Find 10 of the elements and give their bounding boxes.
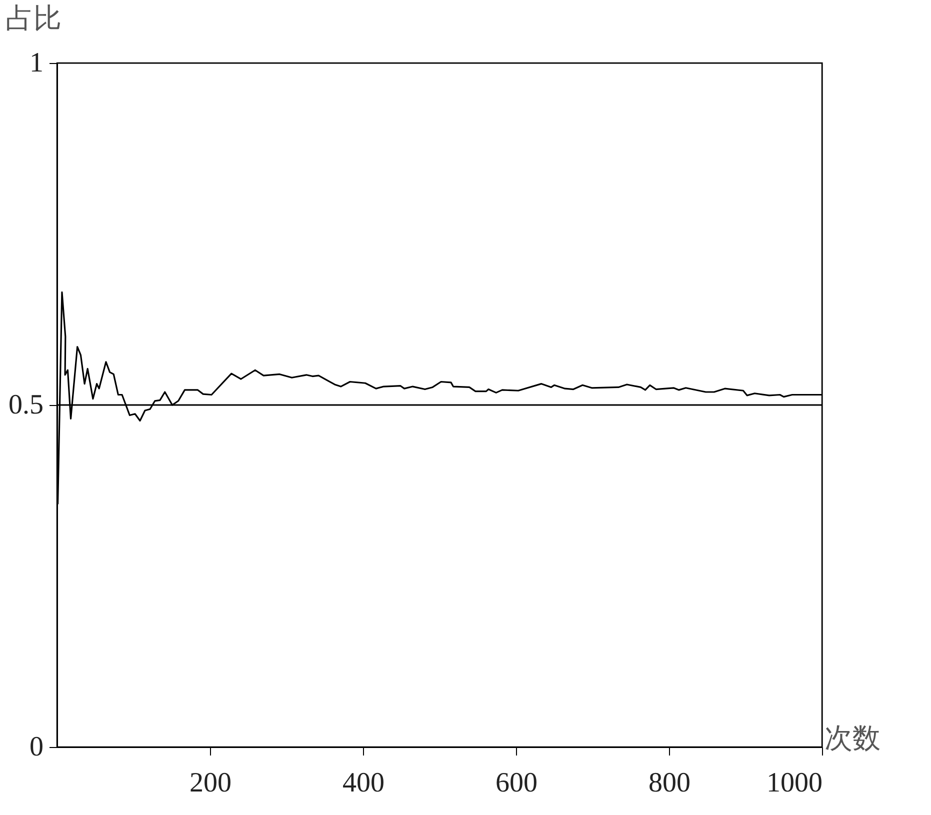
y-tick-label: 1 — [30, 48, 44, 78]
y-tick-label: 0 — [30, 732, 44, 762]
x-tick-label: 600 — [496, 768, 538, 798]
y-axis-title: 占比 — [6, 4, 62, 34]
x-tick-label: 1000 — [766, 768, 822, 798]
x-axis-title: 次数 — [824, 724, 880, 754]
x-tick-label: 200 — [190, 768, 232, 798]
x-tick-label: 800 — [648, 768, 690, 798]
y-tick-label: 0.5 — [8, 390, 44, 420]
x-tick-label: 400 — [342, 768, 384, 798]
